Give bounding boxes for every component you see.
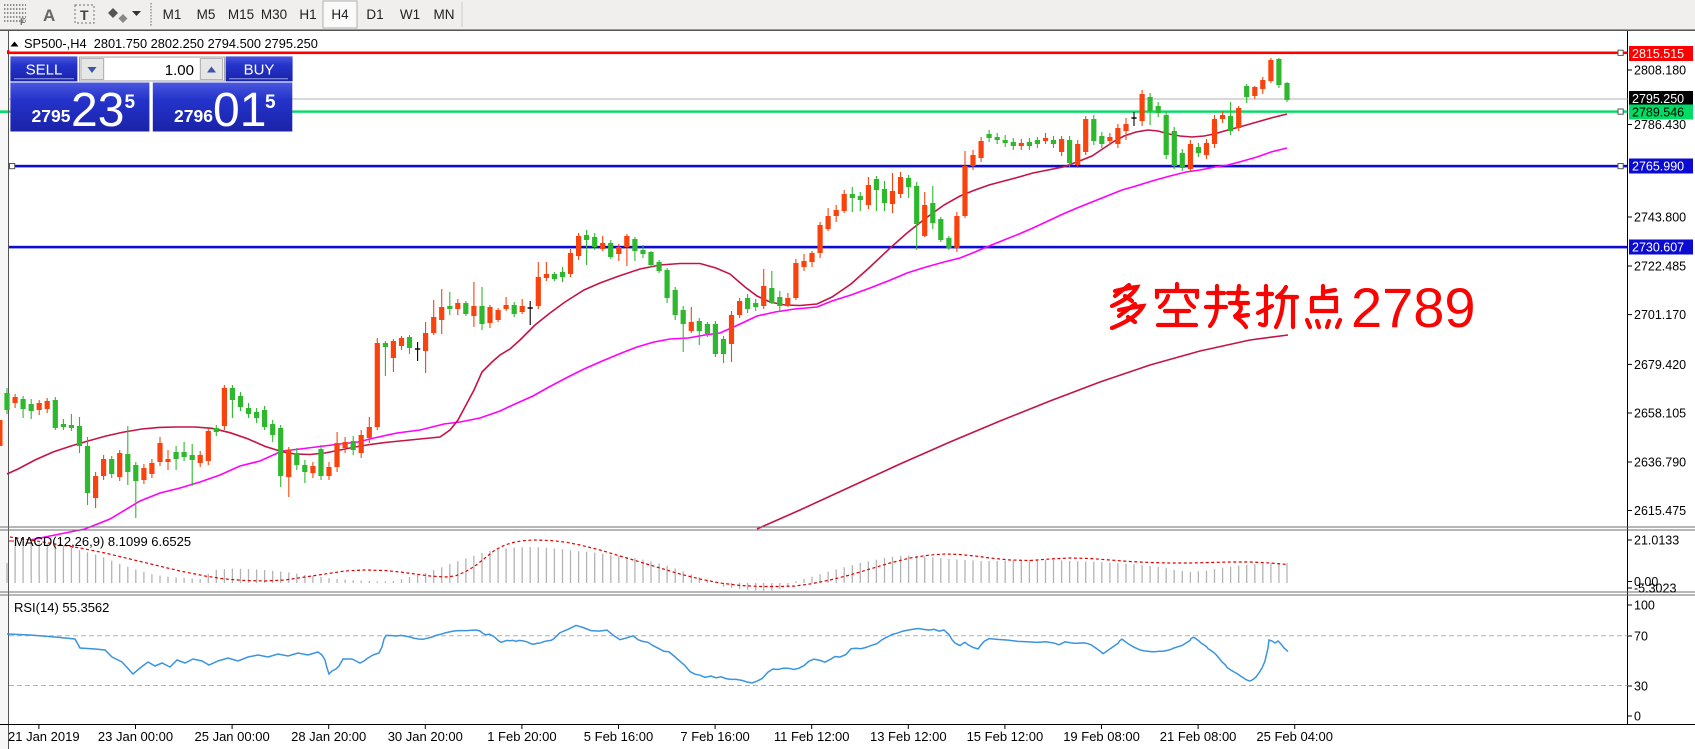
svg-text:2815.515: 2815.515: [1632, 47, 1684, 61]
svg-text:0.00: 0.00: [1634, 575, 1658, 589]
svg-text:SELL: SELL: [26, 62, 63, 79]
svg-text:21 Feb 08:00: 21 Feb 08:00: [1160, 729, 1237, 744]
svg-text:-5.3023: -5.3023: [1634, 582, 1676, 596]
svg-text:5: 5: [265, 92, 276, 113]
svg-text:2722.485: 2722.485: [1634, 260, 1686, 274]
svg-text:M1: M1: [163, 7, 182, 22]
svg-text:RSI(14) 55.3562: RSI(14) 55.3562: [14, 600, 109, 615]
svg-text:H4: H4: [331, 7, 349, 22]
svg-text:01: 01: [213, 84, 266, 137]
svg-text:H1: H1: [299, 7, 316, 22]
svg-text:2615.475: 2615.475: [1634, 504, 1686, 518]
svg-text:W1: W1: [400, 7, 420, 22]
svg-text:70: 70: [1634, 630, 1648, 644]
svg-text:28 Jan 20:00: 28 Jan 20:00: [291, 729, 366, 744]
svg-text:2789: 2789: [1351, 276, 1476, 339]
svg-text:2795.250: 2795.250: [1632, 92, 1684, 106]
svg-text:2658.105: 2658.105: [1634, 407, 1686, 421]
svg-text:1.00: 1.00: [165, 62, 194, 79]
svg-text:13 Feb 12:00: 13 Feb 12:00: [870, 729, 947, 744]
svg-text:30 Jan 20:00: 30 Jan 20:00: [388, 729, 463, 744]
svg-text:2743.800: 2743.800: [1634, 211, 1686, 225]
svg-text:5 Feb 16:00: 5 Feb 16:00: [584, 729, 653, 744]
svg-text:D1: D1: [366, 7, 383, 22]
svg-text:2789.546: 2789.546: [1632, 106, 1684, 120]
svg-text:21.0133: 21.0133: [1634, 534, 1679, 548]
svg-text:15 Feb 12:00: 15 Feb 12:00: [967, 729, 1044, 744]
svg-text:2730.607: 2730.607: [1632, 241, 1684, 255]
svg-text:0: 0: [1634, 710, 1641, 724]
svg-text:MN: MN: [434, 7, 455, 22]
svg-text:1 Feb 20:00: 1 Feb 20:00: [487, 729, 556, 744]
svg-text:100: 100: [1634, 599, 1655, 613]
svg-text:5: 5: [125, 92, 136, 113]
svg-text:23 Jan 00:00: 23 Jan 00:00: [98, 729, 173, 744]
svg-text:25 Feb 04:00: 25 Feb 04:00: [1256, 729, 1333, 744]
svg-text:T: T: [80, 7, 89, 23]
svg-text:30: 30: [1634, 680, 1648, 694]
svg-text:2636.790: 2636.790: [1634, 456, 1686, 470]
svg-text:MACD(12,26,9) 8.1099 6.6525: MACD(12,26,9) 8.1099 6.6525: [14, 534, 191, 549]
svg-text:2701.170: 2701.170: [1634, 308, 1686, 322]
svg-text:21 Jan 2019: 21 Jan 2019: [8, 729, 80, 744]
svg-text:23: 23: [71, 84, 124, 137]
svg-text:M30: M30: [261, 7, 287, 22]
svg-text:2679.420: 2679.420: [1634, 358, 1686, 372]
svg-text:SP500-,H4 2801.750 2802.250 2: SP500-,H4 2801.750 2802.250 2794.500 279…: [24, 36, 318, 51]
svg-text:A: A: [43, 6, 55, 25]
svg-text:2795: 2795: [32, 106, 71, 126]
svg-text:11 Feb 12:00: 11 Feb 12:00: [774, 729, 850, 744]
svg-text:2796: 2796: [174, 106, 213, 126]
svg-text:F: F: [20, 17, 26, 27]
svg-text:19 Feb 08:00: 19 Feb 08:00: [1063, 729, 1140, 744]
svg-text:2786.430: 2786.430: [1634, 118, 1686, 132]
svg-text:2765.990: 2765.990: [1632, 160, 1684, 174]
svg-text:BUY: BUY: [244, 62, 275, 79]
svg-text:7 Feb 16:00: 7 Feb 16:00: [680, 729, 749, 744]
svg-text:25 Jan 00:00: 25 Jan 00:00: [195, 729, 270, 744]
svg-text:M5: M5: [197, 7, 216, 22]
svg-text:2808.180: 2808.180: [1634, 64, 1686, 78]
svg-text:M15: M15: [228, 7, 254, 22]
